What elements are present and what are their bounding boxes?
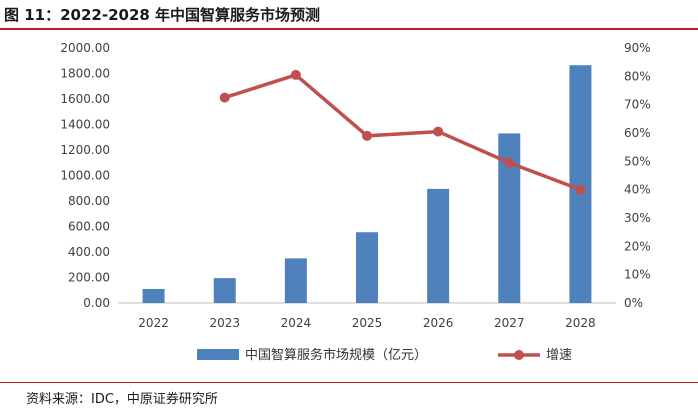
growth-point [504, 157, 515, 168]
y-right-tick-label: 30% [624, 211, 651, 225]
source-note: 资料来源：IDC，中原证券研究所 [26, 392, 218, 407]
bar [427, 188, 450, 303]
y-left-tick-label: 200.00 [68, 271, 110, 285]
legend-bar-swatch [197, 349, 239, 360]
growth-point [433, 126, 444, 137]
legend-bar-label: 中国智算服务市场规模（亿元） [245, 347, 427, 363]
title-divider [0, 28, 698, 30]
growth-point [219, 92, 230, 103]
growth-line [224, 73, 582, 192]
legend-line-marker [514, 350, 524, 360]
y-right-tick-label: 0% [624, 296, 643, 310]
growth-point [290, 69, 301, 80]
y-right-tick-label: 60% [624, 126, 651, 140]
bar [356, 232, 378, 303]
y-right-tick-label: 10% [624, 268, 651, 282]
legend-line-label: 增速 [546, 348, 572, 363]
x-tick-label: 2028 [565, 316, 596, 330]
y-left-tick-label: 400.00 [68, 245, 110, 259]
figure-title: 图 11：2022-2028 年中国智算服务市场预测 [4, 6, 321, 24]
y-left-tick-label: 1600.00 [60, 92, 110, 106]
x-tick-label: 2025 [352, 316, 383, 330]
y-right-tick-label: 50% [624, 154, 651, 168]
combo-chart: 0.00 200.00 400.00 600.00 800.00 1000.00 1200.… [60, 41, 651, 363]
y-left-tick-label: 2000.00 [60, 41, 110, 55]
bar [284, 258, 307, 303]
y-right-tick-label: 70% [624, 98, 651, 112]
y-right-tick-label: 90% [624, 41, 651, 55]
y-right-tick-label: 40% [624, 183, 651, 197]
x-tick-label: 2022 [138, 316, 169, 330]
x-tick-label: 2026 [423, 316, 454, 330]
y-left-tick-label: 600.00 [68, 220, 110, 234]
bar [498, 133, 521, 303]
y-left-tick-label: 1800.00 [60, 67, 110, 81]
bar [142, 288, 165, 303]
y-left-tick-label: 1400.00 [60, 118, 110, 132]
x-tick-label: 2027 [494, 316, 525, 330]
y-left-tick-label: 1200.00 [60, 143, 110, 157]
y-right-tick-label: 80% [624, 69, 651, 83]
growth-point [362, 130, 372, 141]
growth-point [575, 184, 586, 195]
bar [569, 65, 592, 304]
footer-divider [0, 382, 698, 383]
y-left-tick-label: 0.00 [83, 296, 110, 310]
x-tick-label: 2024 [281, 316, 312, 330]
y-left-tick-label: 800.00 [68, 194, 110, 208]
y-right-tick-label: 20% [624, 239, 651, 253]
y-left-tick-label: 1000.00 [60, 169, 110, 183]
x-tick-label: 2023 [209, 316, 240, 330]
bar [213, 278, 236, 303]
